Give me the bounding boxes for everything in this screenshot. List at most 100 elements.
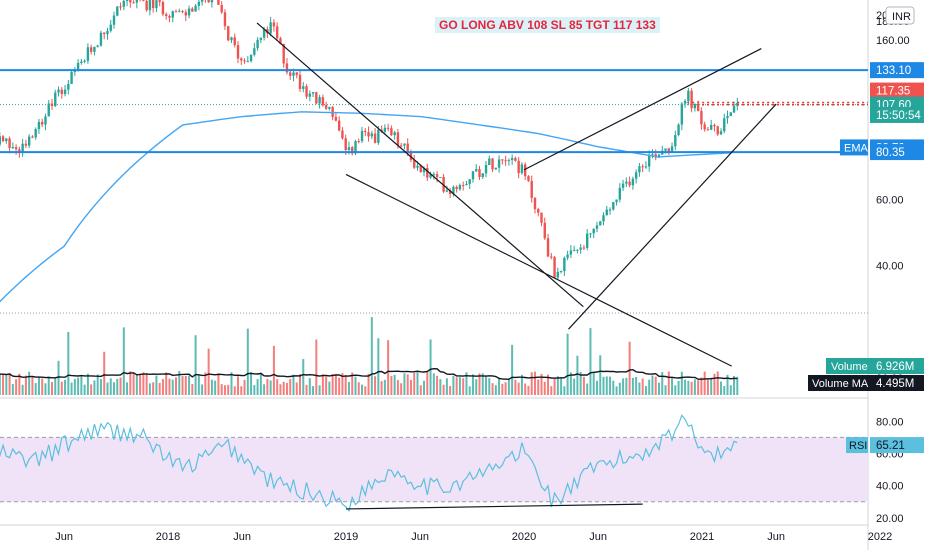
volume-bar [295, 382, 298, 395]
candle-body [262, 29, 266, 38]
volume-bar [80, 375, 83, 395]
volume-ma-tag-label: Volume MA [812, 378, 869, 390]
candle-body [448, 190, 452, 194]
candle-body [360, 130, 364, 142]
candle-body [253, 48, 256, 55]
candle-body [184, 12, 187, 16]
candle-body [732, 105, 736, 113]
candle-body [625, 181, 628, 184]
volume-bar [21, 384, 24, 395]
candle-body [504, 160, 507, 162]
candle-body [76, 62, 80, 71]
volume-bar [357, 382, 360, 395]
volume-bar [648, 379, 651, 395]
candle-body [582, 247, 586, 249]
candle-body [165, 14, 168, 16]
candle-body [230, 37, 233, 41]
candle-body [116, 6, 119, 16]
volume-bar [612, 380, 615, 395]
volume-bar [436, 375, 439, 395]
volume-bar [210, 379, 213, 395]
candle-body [34, 129, 37, 138]
candle-body [455, 186, 458, 190]
volume-bar [315, 339, 318, 395]
candle-body [135, 0, 139, 3]
candle-body [50, 103, 54, 106]
candle-body [579, 247, 582, 250]
volume-bar [282, 381, 285, 395]
candle-body [54, 92, 57, 106]
volume-bar [615, 386, 618, 395]
volume-bar [299, 374, 302, 395]
volume-bar [661, 372, 664, 395]
volume-bar [429, 339, 432, 395]
candle-body [373, 133, 377, 143]
candle-body [550, 256, 553, 258]
volume-bar [413, 372, 416, 395]
volume-bar [409, 379, 412, 395]
volume-ma-value: 4.495M [876, 378, 914, 390]
volume-bar [520, 374, 523, 395]
candle-body [563, 257, 566, 272]
candle-body [161, 1, 165, 15]
volume-bar [423, 380, 426, 395]
volume-bar [28, 371, 31, 395]
volume-bar [181, 376, 184, 395]
candle-body [41, 121, 44, 125]
volume-bar [693, 379, 696, 395]
candle-body [523, 164, 527, 177]
price-label: 15:50:54 [876, 110, 921, 122]
rsi-tick-label: 80.00 [876, 416, 904, 428]
volume-bar [452, 375, 455, 395]
volume-value: 6.926M [876, 361, 914, 373]
currency-badge[interactable] [885, 6, 915, 25]
volume-bar [550, 386, 553, 395]
time-tick-label: 2019 [334, 531, 358, 543]
candle-body [670, 146, 674, 152]
candle-body [664, 148, 667, 151]
candle-body [399, 145, 403, 147]
candle-body [468, 179, 471, 184]
volume-bar [139, 374, 142, 395]
candle-body [432, 174, 436, 176]
volume-bar [462, 378, 465, 395]
volume-bar [576, 355, 579, 395]
volume-bar [194, 335, 197, 395]
candle-body [337, 120, 341, 131]
volume-tag-label: Volume [831, 361, 868, 373]
volume-bar [374, 376, 377, 395]
volume-bar [481, 373, 484, 395]
volume-bar [96, 374, 99, 395]
candle-body [73, 70, 77, 72]
rsi-tick-label: 40.00 [876, 481, 904, 493]
time-tick-label: 2018 [156, 531, 180, 543]
trendline-1 [345, 173, 732, 367]
candle-body [168, 15, 171, 18]
volume-bar [543, 381, 546, 395]
ema-tag-label: EMA [844, 142, 869, 154]
time-tick-label: Jun [411, 531, 429, 543]
volume-bar [367, 373, 370, 395]
volume-bar [269, 380, 272, 395]
candle-body [491, 158, 494, 170]
candle-body [243, 60, 246, 62]
time-tick-label: Jun [767, 531, 785, 543]
volume-bar [622, 378, 625, 395]
rsi-tag-label: RSI [849, 440, 867, 452]
candle-body [233, 37, 236, 46]
price-label-bg [870, 62, 924, 79]
candle-body [142, 0, 145, 1]
volume-bar [145, 373, 148, 395]
volume-bar [126, 382, 129, 395]
candle-body [390, 128, 393, 136]
candle-body [351, 147, 354, 154]
volume-bar [73, 378, 76, 395]
volume-bar [579, 371, 582, 395]
volume-bar [354, 376, 357, 395]
price-label: 133.10 [876, 65, 911, 77]
volume-bar [142, 372, 145, 395]
candle-body [217, 0, 220, 5]
volume-bar [83, 384, 86, 395]
